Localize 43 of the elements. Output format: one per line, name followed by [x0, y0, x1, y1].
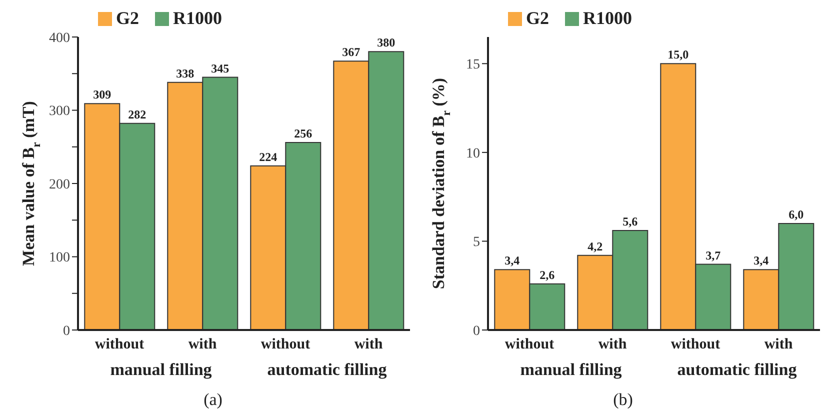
data-label: 5,6	[622, 214, 638, 229]
data-label: 282	[128, 107, 146, 122]
text: automatic filling	[266, 360, 388, 380]
legend-label: G2	[116, 8, 140, 29]
data-label: 256	[294, 126, 312, 140]
data-label: 3,7	[706, 248, 721, 262]
data-label: 224	[259, 150, 278, 164]
text: manual filling	[519, 360, 623, 380]
x-tick-label: without	[504, 336, 554, 353]
data-label: 367	[342, 45, 360, 60]
x-tick-label: without	[670, 336, 720, 353]
y-tick-label: 200	[49, 177, 70, 192]
y-tick-label: 0	[63, 324, 70, 339]
x-tick-label: with	[598, 336, 628, 353]
x-tick-label: without	[94, 336, 144, 353]
x-tick-label: with	[354, 336, 384, 353]
legend-label: G2	[526, 8, 550, 29]
y-tick-label: 0	[473, 324, 480, 339]
text: (a)	[202, 390, 224, 410]
data-label: 3,4	[504, 254, 520, 268]
text: manual filling	[109, 360, 213, 380]
y-tick-label: 15	[466, 58, 480, 73]
text: automatic filling	[676, 360, 798, 380]
y-tick-label: 10	[466, 146, 480, 162]
y-tick-label: 300	[49, 104, 70, 120]
data-label: 6,0	[788, 207, 804, 222]
y-tick-label: 400	[49, 30, 70, 46]
x-tick-label: with	[764, 336, 794, 353]
y-tick-label: 100	[49, 250, 70, 266]
data-label: 3,4	[754, 254, 769, 268]
data-label: 4,2	[588, 239, 603, 254]
legend-label: R1000	[583, 8, 632, 29]
data-label: 2,6	[540, 268, 555, 282]
y-tick-label: 5	[473, 235, 480, 250]
x-tick-label: without	[260, 336, 310, 353]
text: (b)	[612, 390, 634, 410]
data-label: 338	[176, 66, 194, 80]
data-label: 345	[211, 61, 230, 76]
x-tick-label: with	[188, 336, 218, 353]
data-label: 380	[377, 36, 396, 50]
data-label: 15,0	[668, 48, 689, 62]
data-label: 309	[93, 88, 112, 102]
text: R1000	[173, 8, 222, 29]
